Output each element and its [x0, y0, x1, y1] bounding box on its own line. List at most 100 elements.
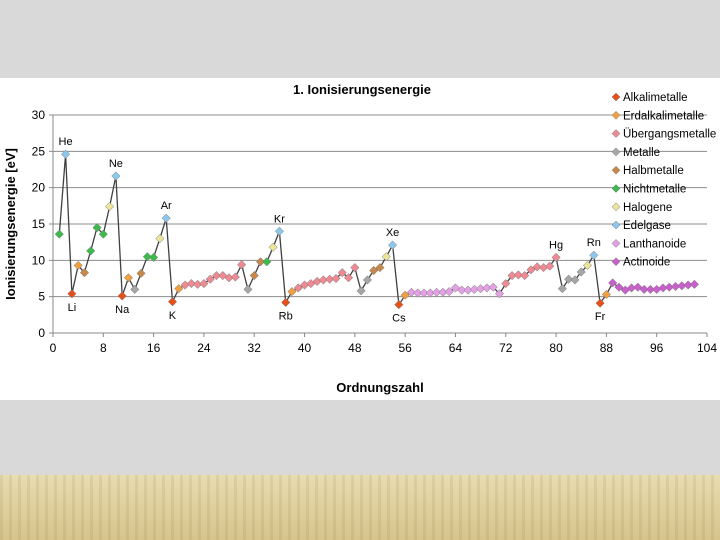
data-marker: [494, 289, 505, 299]
parchment-texture: [0, 475, 720, 540]
y-tick-labels: 0 5 10 15 20 25 30: [32, 108, 46, 340]
x-tick-label: 0: [50, 341, 57, 355]
element-label: Fr: [595, 311, 606, 323]
data-marker: [211, 271, 222, 281]
data-markers: [54, 149, 699, 310]
legend-marker: [611, 110, 621, 120]
data-marker: [444, 287, 454, 297]
legend-label: Alkalimetalle: [623, 92, 688, 104]
axes: [52, 115, 707, 334]
legend-label: Erdalkalimetalle: [623, 110, 704, 122]
data-marker: [73, 260, 83, 270]
data-marker: [564, 274, 574, 284]
data-marker: [570, 275, 580, 285]
data-marker: [362, 275, 372, 285]
data-marker: [243, 284, 253, 294]
legend-label: Halbmetalle: [623, 165, 684, 177]
legend: Alkalimetalle Erdalkalimetalle Übergangsme…: [611, 92, 716, 269]
grid: [49, 114, 708, 337]
x-tick-label: 80: [549, 341, 563, 355]
y-axis-label: Ionisierungsenergie [eV]: [3, 148, 18, 300]
data-marker: [419, 288, 429, 298]
data-marker: [526, 265, 536, 275]
data-marker: [601, 289, 611, 300]
data-marker: [174, 284, 184, 294]
legend-label: Halogene: [623, 202, 672, 214]
data-marker: [645, 284, 655, 294]
chart-panel: 1. Ionisierungsenergie 0 5 10 15 20 25 30 0 8 16…: [0, 78, 720, 400]
y-tick-label: 25: [32, 144, 46, 158]
data-marker: [369, 265, 379, 276]
data-marker: [432, 287, 442, 297]
slide-top-band: [0, 0, 720, 78]
data-marker: [608, 278, 618, 288]
data-marker: [633, 282, 643, 292]
element-label: Na: [115, 304, 130, 316]
data-marker: [262, 257, 272, 267]
element-label: Rn: [587, 237, 601, 249]
data-marker: [532, 262, 542, 272]
data-marker: [331, 273, 341, 284]
element-label: Rb: [279, 310, 293, 322]
data-marker: [111, 171, 121, 181]
data-marker: [117, 291, 127, 301]
data-marker: [413, 288, 423, 298]
data-marker: [237, 260, 247, 270]
data-marker: [161, 213, 171, 223]
element-label: Kr: [274, 213, 285, 225]
legend-label: Lanthanoide: [623, 238, 686, 250]
y-tick-label: 30: [32, 108, 46, 122]
legend-marker: [611, 92, 621, 102]
y-tick-label: 20: [32, 181, 46, 195]
element-label: Xe: [386, 227, 399, 239]
data-marker: [388, 240, 398, 250]
data-marker: [589, 250, 599, 260]
legend-marker: [611, 220, 621, 230]
y-tick-label: 10: [32, 253, 46, 267]
data-marker: [92, 223, 102, 233]
x-tick-label: 24: [197, 341, 211, 355]
data-marker: [576, 267, 586, 277]
data-marker: [86, 246, 96, 256]
x-tick-label: 104: [697, 341, 717, 355]
data-marker: [123, 273, 134, 283]
data-marker: [255, 257, 266, 267]
x-tick-label: 48: [348, 341, 362, 355]
data-marker: [61, 149, 71, 159]
data-marker: [249, 271, 259, 281]
data-marker: [457, 285, 467, 295]
y-tick-label: 0: [38, 326, 45, 340]
data-marker: [394, 300, 404, 310]
data-marker: [142, 252, 152, 262]
data-marker: [614, 282, 624, 292]
data-marker: [186, 279, 196, 289]
legend-label: Edelgase: [623, 220, 671, 232]
y-tick-label: 5: [38, 290, 45, 304]
data-marker: [652, 284, 662, 294]
ionization-energy-chart: 1. Ionisierungsenergie 0 5 10 15 20 25 30 0 8 16…: [3, 82, 717, 395]
data-marker: [545, 261, 555, 271]
data-marker: [450, 283, 461, 293]
element-label: Ne: [109, 158, 123, 170]
data-marker: [356, 286, 366, 296]
data-marker: [54, 229, 64, 239]
y-tick-label: 15: [32, 217, 46, 231]
legend-label: Metalle: [623, 147, 660, 159]
data-marker: [639, 284, 649, 294]
data-marker: [274, 226, 284, 236]
data-marker: [381, 252, 391, 262]
element-label: K: [169, 310, 177, 322]
x-tick-label: 64: [449, 341, 463, 355]
data-marker: [268, 242, 278, 252]
data-marker: [595, 298, 605, 308]
data-marker: [551, 252, 561, 262]
legend-marker: [611, 147, 621, 157]
element-label: Li: [68, 302, 77, 314]
data-marker: [98, 229, 108, 239]
legend-marker: [611, 184, 621, 193]
data-marker: [199, 279, 209, 289]
data-marker: [350, 263, 360, 273]
data-marker: [136, 268, 146, 278]
legend-marker: [611, 165, 621, 175]
data-marker: [230, 272, 240, 282]
